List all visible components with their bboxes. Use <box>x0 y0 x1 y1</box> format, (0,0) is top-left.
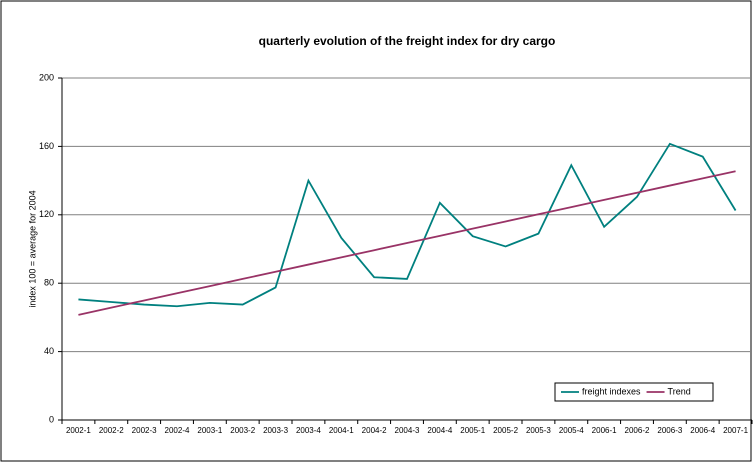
series-line <box>78 142 737 308</box>
x-tick-label: 2006-1 <box>592 426 617 435</box>
x-tick-label: 2004-1 <box>329 426 354 435</box>
series-line <box>78 170 736 316</box>
x-tick-label: 2005-1 <box>460 426 485 435</box>
x-tick-label: 2003-2 <box>230 426 255 435</box>
x-tick-label: 2007-1 <box>723 426 748 435</box>
y-axis-label: index 100 = average for 2004 <box>27 190 37 307</box>
x-tick-label: 2005-4 <box>559 426 584 435</box>
x-tick-label: 2004-3 <box>395 426 420 435</box>
x-tick-label: 2002-4 <box>165 426 190 435</box>
x-tick-label: 2006-2 <box>625 426 650 435</box>
x-tick-label: 2006-4 <box>690 426 715 435</box>
legend-box <box>554 382 714 402</box>
x-tick-label: 2003-1 <box>197 426 222 435</box>
y-tick-label: 0 <box>49 414 54 424</box>
x-tick-label: 2005-2 <box>493 426 518 435</box>
x-tick-label: 2006-3 <box>657 426 682 435</box>
x-tick-label: 2003-3 <box>263 426 288 435</box>
y-tick-label: 160 <box>39 141 54 151</box>
x-tick-label: 2005-3 <box>526 426 551 435</box>
y-tick-label: 120 <box>39 209 54 219</box>
y-tick-label: 80 <box>44 278 54 288</box>
x-tick-label: 2002-2 <box>99 426 124 435</box>
x-tick-label: 2002-1 <box>66 426 91 435</box>
x-tick-label: 2002-3 <box>132 426 157 435</box>
y-tick-label: 200 <box>39 72 54 82</box>
x-tick-label: 2004-4 <box>427 426 452 435</box>
x-tick-label: 2004-2 <box>362 426 387 435</box>
y-tick-label: 40 <box>44 346 54 356</box>
x-tick-label: 2003-4 <box>296 426 321 435</box>
legend-label: freight indexes <box>582 386 641 396</box>
legend-label: Trend <box>668 386 691 396</box>
chart-title: quarterly evolution of the freight index… <box>259 34 556 48</box>
